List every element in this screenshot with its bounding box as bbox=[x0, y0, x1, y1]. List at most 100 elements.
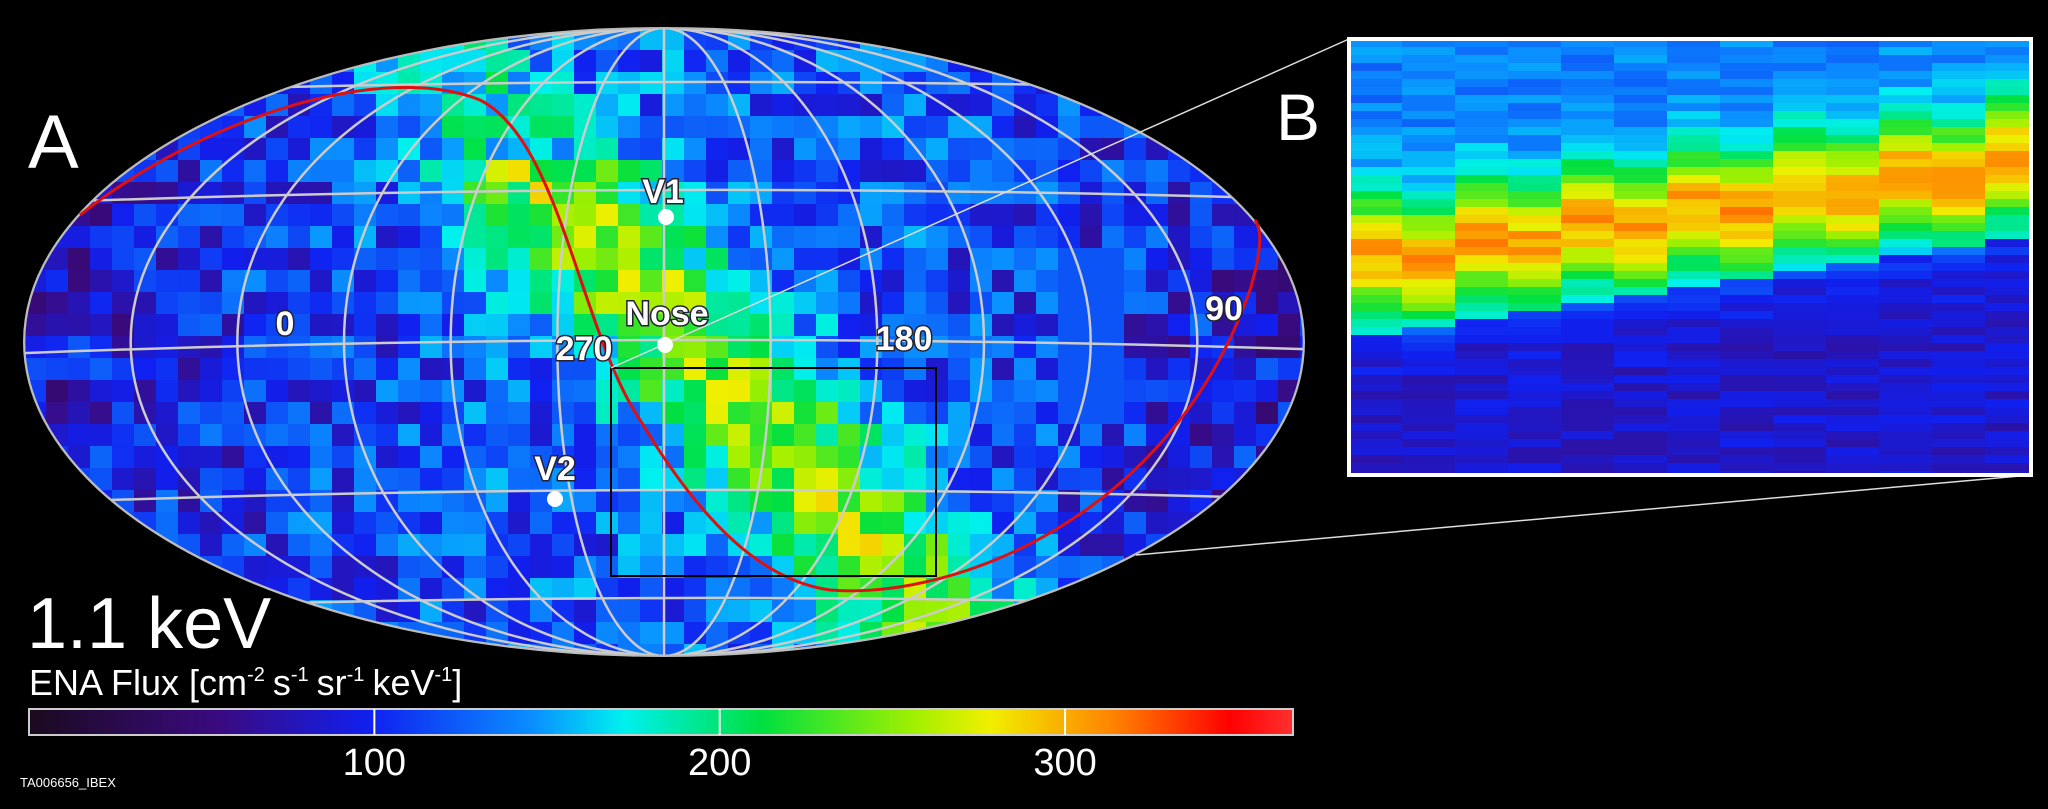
map-cell bbox=[926, 116, 949, 139]
map-cell bbox=[1190, 468, 1213, 491]
zoom-cell bbox=[1720, 87, 1774, 96]
zoom-cell bbox=[1879, 311, 1933, 320]
map-cell bbox=[398, 578, 421, 601]
zoom-cell bbox=[1455, 79, 1509, 88]
map-cell bbox=[684, 600, 707, 623]
map-cell bbox=[68, 182, 91, 205]
map-cell bbox=[46, 446, 69, 469]
map-cell bbox=[1080, 248, 1103, 271]
map-cell bbox=[24, 556, 47, 579]
map-cell bbox=[68, 512, 91, 535]
map-cell bbox=[310, 270, 333, 293]
map-cell bbox=[530, 270, 553, 293]
map-cell bbox=[1278, 578, 1301, 601]
zoom-cell bbox=[1985, 423, 2031, 432]
map-cell bbox=[618, 314, 641, 337]
zoom-cell bbox=[1879, 463, 1933, 472]
zoom-cell bbox=[1402, 135, 1456, 144]
zoom-cell bbox=[1455, 127, 1509, 136]
map-cell bbox=[222, 138, 245, 161]
zoom-cell bbox=[1985, 143, 2031, 152]
map-cell bbox=[1168, 446, 1191, 469]
map-cell bbox=[1036, 270, 1059, 293]
map-cell bbox=[596, 512, 619, 535]
zoom-cell bbox=[1720, 351, 1774, 360]
map-cell bbox=[684, 446, 707, 469]
zoom-cell bbox=[1773, 151, 1827, 160]
map-cell bbox=[706, 424, 729, 447]
map-cell bbox=[904, 380, 927, 403]
zoom-cell bbox=[1932, 231, 1986, 240]
map-cell bbox=[486, 578, 509, 601]
map-cell bbox=[288, 226, 311, 249]
map-cell bbox=[200, 512, 223, 535]
map-cell bbox=[24, 402, 47, 425]
map-cell bbox=[1080, 490, 1103, 513]
zoom-cell bbox=[1826, 71, 1880, 80]
map-cell bbox=[596, 622, 619, 645]
map-cell bbox=[1168, 556, 1191, 579]
zoom-cell bbox=[1614, 279, 1668, 288]
map-cell bbox=[882, 270, 905, 293]
map-cell bbox=[1014, 402, 1037, 425]
map-cell bbox=[200, 292, 223, 315]
zoom-cell bbox=[1402, 455, 1456, 464]
map-cell bbox=[728, 270, 751, 293]
map-cell bbox=[574, 600, 597, 623]
map-cell bbox=[486, 292, 509, 315]
zoom-cell bbox=[1508, 407, 1562, 416]
map-cell bbox=[728, 512, 751, 535]
map-cell bbox=[222, 160, 245, 183]
zoom-cell bbox=[1879, 359, 1933, 368]
map-cell bbox=[244, 336, 267, 359]
zoom-cell bbox=[1720, 47, 1774, 56]
map-cell bbox=[222, 226, 245, 249]
map-cell bbox=[266, 424, 289, 447]
zoom-cell bbox=[1402, 343, 1456, 352]
map-cell bbox=[442, 490, 465, 513]
map-cell bbox=[904, 270, 927, 293]
map-cell bbox=[706, 314, 729, 337]
map-cell bbox=[1212, 292, 1235, 315]
zoom-cell bbox=[1455, 63, 1509, 72]
map-cell bbox=[68, 490, 91, 513]
zoom-cell bbox=[1561, 319, 1615, 328]
zoom-cell bbox=[1455, 295, 1509, 304]
map-cell bbox=[1300, 160, 1304, 183]
zoom-cell bbox=[1773, 359, 1827, 368]
map-cell bbox=[728, 292, 751, 315]
map-cell bbox=[1124, 336, 1147, 359]
map-cell bbox=[376, 226, 399, 249]
map-cell bbox=[310, 248, 333, 271]
map-cell bbox=[1300, 424, 1304, 447]
zoom-cell bbox=[1826, 159, 1880, 168]
map-cell bbox=[1190, 534, 1213, 557]
map-cell bbox=[266, 28, 289, 51]
map-cell bbox=[1124, 94, 1147, 117]
map-cell bbox=[508, 446, 531, 469]
map-cell bbox=[1146, 204, 1169, 227]
zoom-cell bbox=[1826, 455, 1880, 464]
zoom-cell bbox=[1773, 63, 1827, 72]
zoom-cell bbox=[1985, 383, 2031, 392]
zoom-cell bbox=[1561, 335, 1615, 344]
zoom-cell bbox=[1773, 239, 1827, 248]
map-cell bbox=[46, 490, 69, 513]
zoom-cell bbox=[1402, 63, 1456, 72]
map-cell bbox=[1278, 358, 1301, 381]
map-cell bbox=[508, 94, 531, 117]
zoom-cell bbox=[1614, 127, 1668, 136]
map-cell bbox=[222, 424, 245, 447]
map-cell bbox=[24, 72, 47, 95]
map-cell bbox=[156, 402, 179, 425]
map-cell bbox=[486, 204, 509, 227]
map-cell bbox=[794, 182, 817, 205]
zoom-cell bbox=[1932, 47, 1986, 56]
map-cell bbox=[1146, 248, 1169, 271]
map-cell bbox=[948, 248, 971, 271]
map-cell bbox=[376, 534, 399, 557]
zoom-cell bbox=[1773, 271, 1827, 280]
zoom-cell bbox=[1349, 87, 1403, 96]
map-cell bbox=[1256, 204, 1279, 227]
map-cell bbox=[772, 116, 795, 139]
